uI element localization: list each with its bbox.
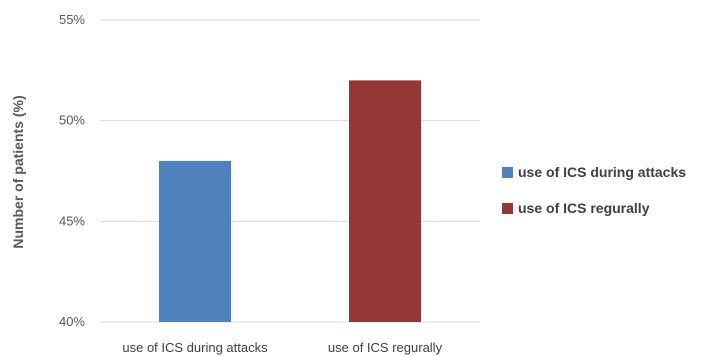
y-tick-label: 45% — [59, 213, 85, 228]
legend-label: use of ICS regurally — [518, 200, 650, 216]
category-label: use of ICS regurally — [328, 340, 443, 355]
bars — [159, 80, 421, 323]
legend-swatch — [502, 203, 513, 214]
category-label: use of ICS during attacks — [122, 340, 268, 355]
legend: use of ICS during attacks use of ICS regu… — [502, 164, 686, 216]
y-tick-label: 55% — [59, 12, 85, 27]
legend-swatch — [502, 167, 513, 178]
category-labels: use of ICS during attacks use of ICS regu… — [122, 340, 442, 355]
bar-1 — [159, 160, 231, 322]
y-tick-label: 50% — [59, 113, 85, 128]
y-tick-labels: 40% 45% 50% 55% — [59, 12, 85, 329]
gridlines — [100, 19, 480, 323]
bar-2 — [349, 80, 421, 323]
y-axis-title: Number of patients (%) — [10, 95, 26, 248]
y-tick-label: 40% — [59, 314, 85, 329]
legend-label: use of ICS during attacks — [518, 164, 686, 180]
